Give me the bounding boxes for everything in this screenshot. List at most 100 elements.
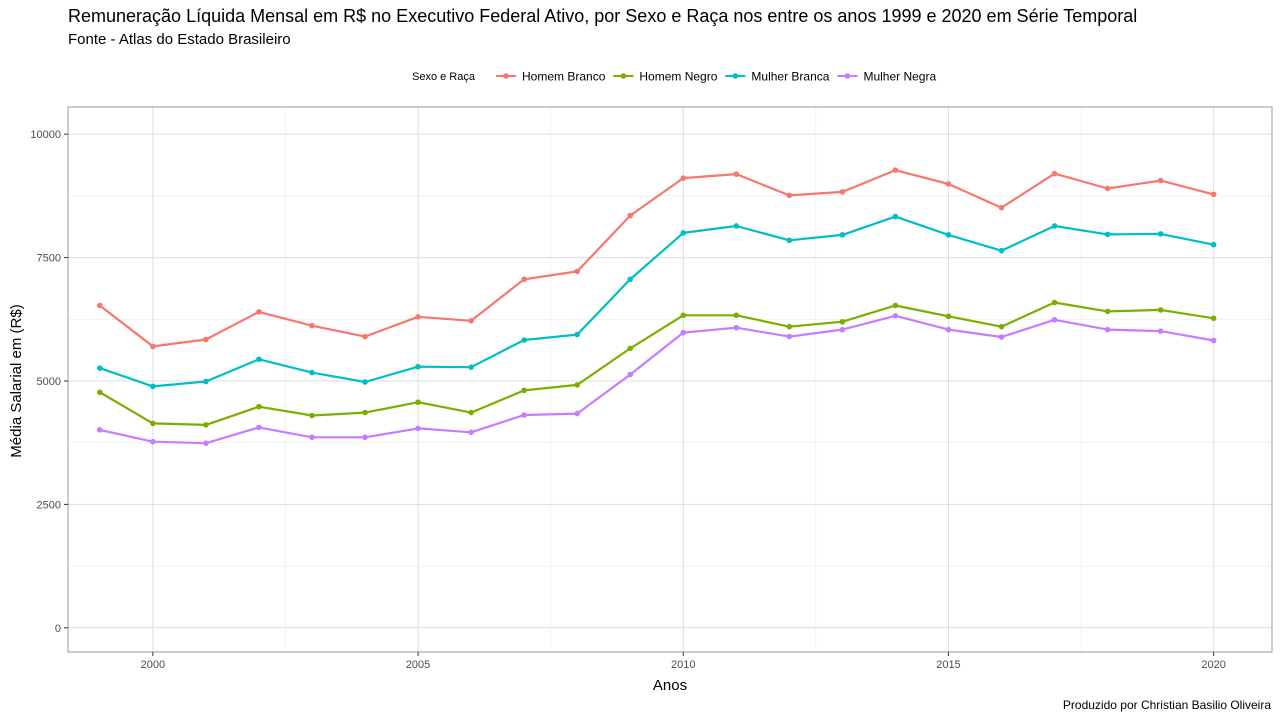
legend-label: Homem Branco — [522, 70, 606, 84]
series-line — [99, 301, 1214, 426]
data-point — [256, 309, 262, 315]
data-point — [1157, 177, 1164, 184]
data-point — [203, 336, 209, 343]
data-point — [945, 313, 952, 320]
data-point — [309, 434, 315, 441]
data-point — [362, 379, 368, 385]
data-point — [521, 337, 527, 343]
data-point — [839, 189, 846, 195]
data-point — [733, 171, 740, 177]
chart-title: Remuneração Líquida Mensal em R$ no Exec… — [68, 6, 1138, 26]
data-point — [150, 420, 156, 427]
data-point — [415, 425, 421, 432]
panel-border — [67, 106, 1273, 653]
data-point — [1157, 307, 1164, 313]
data-point — [786, 323, 793, 330]
x-tick-label: 2010 — [671, 659, 695, 671]
data-point — [1051, 223, 1058, 229]
data-point — [97, 302, 103, 309]
data-point — [627, 371, 634, 378]
data-point — [574, 382, 580, 388]
data-point — [733, 223, 740, 229]
data-point — [362, 434, 368, 441]
data-point — [892, 167, 899, 173]
data-point — [998, 204, 1005, 211]
data-point — [1104, 231, 1111, 238]
data-point — [627, 276, 634, 283]
data-point — [1104, 185, 1111, 192]
data-point — [468, 317, 474, 324]
legend-item: Homem Negro — [613, 70, 718, 84]
data-point — [468, 429, 474, 436]
y-tick-label: 2500 — [37, 499, 61, 511]
data-point — [1210, 337, 1217, 344]
data-point — [892, 213, 899, 220]
data-point — [839, 318, 846, 325]
data-point — [309, 322, 315, 329]
series-line — [99, 314, 1214, 445]
data-point — [521, 412, 527, 418]
data-point — [203, 378, 209, 385]
data-point — [362, 333, 368, 340]
data-point — [998, 323, 1005, 330]
data-point — [1157, 231, 1164, 237]
data-point — [1210, 191, 1217, 198]
legend-item: Mulher Negra — [837, 70, 936, 84]
data-point — [150, 343, 156, 350]
legend-item: Mulher Branca — [725, 70, 830, 84]
x-tick-label: 2000 — [141, 659, 165, 671]
data-point — [468, 364, 474, 370]
data-point — [415, 314, 421, 320]
data-point — [97, 365, 103, 371]
data-point — [256, 403, 262, 410]
data-point — [415, 363, 421, 370]
y-tick-label: 7500 — [37, 253, 61, 265]
data-point — [574, 268, 580, 275]
data-point — [998, 334, 1005, 340]
data-point — [892, 313, 899, 319]
chart-subtitle: Fonte - Atlas do Estado Brasileiro — [68, 31, 291, 48]
data-point — [1210, 315, 1217, 322]
data-point — [892, 302, 899, 309]
data-point — [362, 409, 368, 416]
data-point — [945, 232, 952, 238]
data-point — [839, 326, 846, 333]
chart-caption: Produzido por Christian Basilio Oliveira — [1062, 698, 1271, 712]
data-point — [1104, 326, 1111, 333]
data-point — [150, 383, 156, 390]
data-point — [680, 230, 687, 236]
legend-key-point — [503, 73, 509, 79]
data-point — [468, 409, 474, 416]
y-tick-label: 10000 — [30, 129, 61, 141]
data-point — [627, 345, 634, 352]
data-point — [786, 237, 793, 244]
data-point — [574, 331, 580, 338]
data-point — [203, 422, 209, 428]
data-point — [733, 312, 740, 319]
legend-key-point — [620, 73, 627, 79]
data-point — [521, 387, 527, 394]
data-point — [309, 369, 315, 376]
legend-label: Mulher Negra — [863, 70, 936, 84]
legend-key-point — [844, 73, 851, 79]
legend-key-point — [732, 73, 739, 79]
data-point — [256, 424, 262, 431]
y-tick-label: 0 — [55, 623, 61, 635]
data-point — [574, 410, 580, 417]
data-point — [97, 427, 103, 433]
data-point — [680, 175, 687, 181]
data-point — [150, 438, 156, 445]
data-point — [1051, 170, 1058, 177]
data-point — [97, 389, 103, 396]
x-tick-label: 2005 — [406, 659, 430, 671]
data-point — [1051, 316, 1058, 323]
data-point — [627, 212, 634, 219]
data-point — [1157, 328, 1164, 334]
legend-item: Homem Branco — [496, 70, 606, 84]
data-point — [415, 399, 421, 406]
data-point — [945, 326, 952, 333]
data-point — [1104, 308, 1111, 315]
series-line — [99, 215, 1214, 388]
data-point — [1051, 299, 1058, 306]
